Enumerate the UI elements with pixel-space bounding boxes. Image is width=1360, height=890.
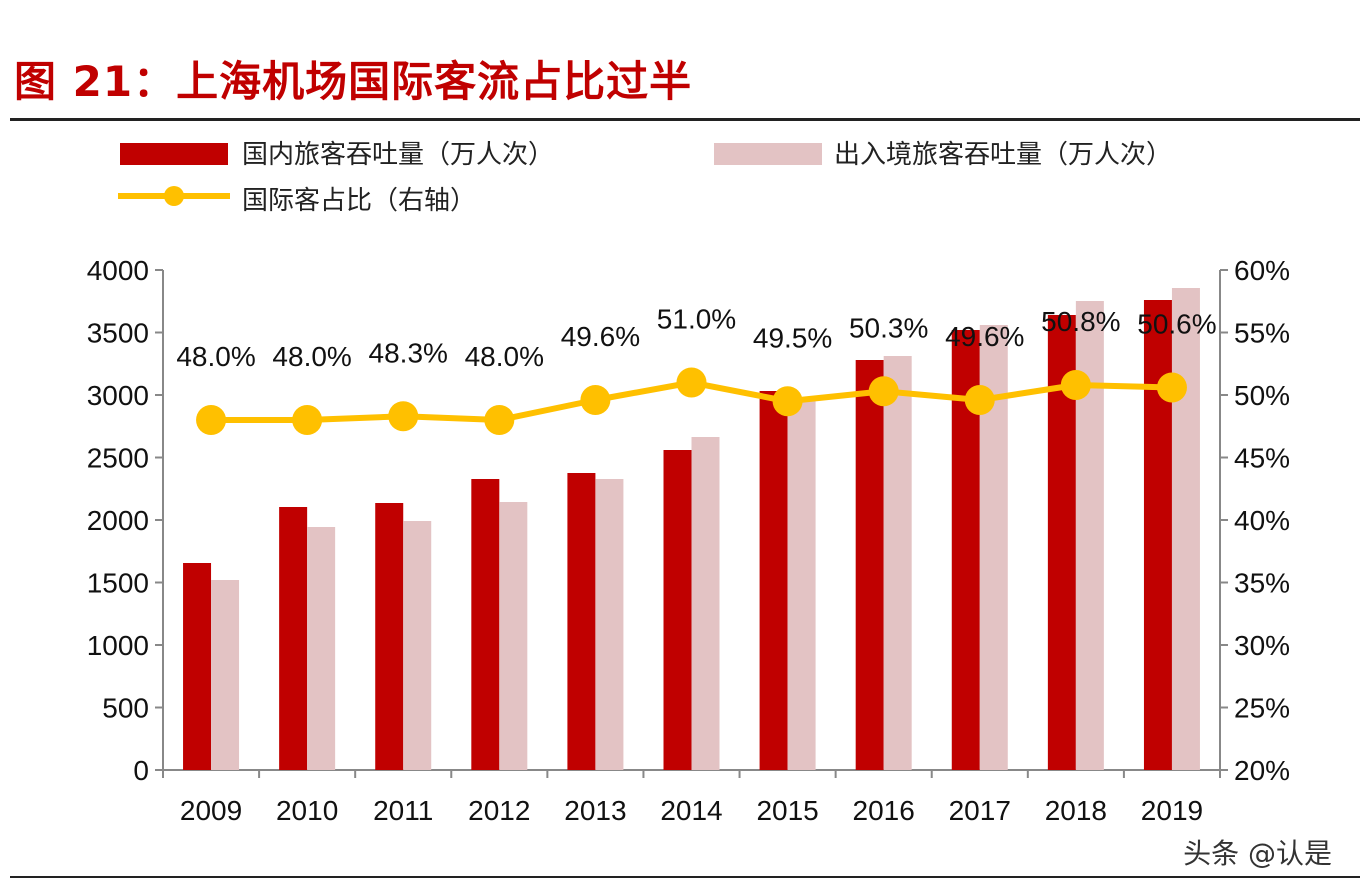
legend-swatch-ratio: [118, 186, 230, 206]
bar-international-2013: [595, 479, 624, 770]
x-tick-label: 2013: [564, 795, 626, 826]
right-tick-label: 20%: [1234, 755, 1290, 786]
ratio-data-label: 49.6%: [561, 321, 640, 352]
ratio-data-label: 51.0%: [657, 304, 736, 335]
left-tick-label: 3500: [87, 318, 149, 349]
left-tick-label: 1000: [87, 630, 149, 661]
ratio-data-label: 48.3%: [369, 337, 448, 368]
x-tick-label: 2014: [660, 795, 722, 826]
ratio-point-2019: [1156, 372, 1187, 403]
ratio-point-2009: [196, 405, 227, 435]
ratio-data-label: 49.5%: [753, 322, 832, 353]
bar-international-2016: [883, 356, 912, 770]
right-tick-label: 60%: [1234, 255, 1290, 286]
x-tick-label: 2011: [373, 795, 433, 826]
bar-domestic-2014: [663, 450, 692, 770]
ratio-point-2015: [772, 386, 803, 417]
legend-label-domestic: 国内旅客吞吐量（万人次）: [242, 140, 555, 170]
x-tick-label: 2018: [1045, 795, 1107, 826]
ratio-point-2010: [292, 405, 323, 435]
legend-label-ratio: 国际客占比（右轴）: [242, 186, 477, 216]
x-tick-label: 2015: [756, 795, 818, 826]
x-tick-label: 2019: [1141, 795, 1203, 826]
ratio-point-2011: [388, 401, 419, 432]
x-tick-label: 2017: [949, 795, 1011, 826]
ratio-point-2018: [1060, 370, 1091, 400]
right-tick-label: 40%: [1234, 505, 1290, 536]
chart-title: 图 21：上海机场国际客流占比过半: [14, 57, 693, 106]
right-tick-label: 50%: [1234, 380, 1290, 411]
bar-domestic-2015: [759, 391, 788, 770]
bar-international-2011: [403, 521, 432, 770]
bar-international-2015: [787, 401, 816, 770]
ratio-point-2013: [580, 385, 611, 415]
ratio-point-2017: [964, 385, 995, 415]
bar-domestic-2009: [183, 563, 212, 770]
left-tick-label: 1500: [87, 568, 149, 599]
right-tick-label: 35%: [1234, 568, 1290, 599]
left-tick-label: 2000: [87, 505, 149, 536]
right-tick-label: 30%: [1234, 630, 1290, 661]
bar-domestic-2016: [855, 360, 884, 770]
bar-domestic-2013: [567, 473, 596, 770]
left-tick-label: 3000: [87, 380, 149, 411]
left-tick-label: 0: [133, 755, 149, 786]
x-tick-label: 2016: [853, 795, 915, 826]
ratio-data-label: 50.3%: [849, 312, 928, 343]
x-tick-label: 2012: [468, 795, 530, 826]
left-tick-label: 4000: [87, 255, 149, 286]
ratio-data-label: 48.0%: [176, 341, 255, 372]
legend-swatch-domestic: [120, 143, 228, 165]
ratio-data-label: 50.8%: [1041, 306, 1120, 337]
left-tick-label: 2500: [87, 443, 149, 474]
left-tick-label: 500: [102, 693, 149, 724]
right-tick-label: 55%: [1234, 318, 1290, 349]
bottom-divider: [10, 876, 1360, 878]
right-tick-label: 25%: [1234, 693, 1290, 724]
bar-domestic-2010: [279, 507, 308, 770]
bar-international-2012: [499, 502, 528, 770]
legend-label-international: 出入境旅客吞吐量（万人次）: [834, 140, 1173, 170]
right-tick-label: 45%: [1234, 443, 1290, 474]
x-tick-label: 2010: [276, 795, 338, 826]
ratio-point-2012: [484, 405, 515, 435]
bar-international-2019: [1171, 288, 1200, 770]
title-divider: [10, 118, 1360, 121]
bar-domestic-2011: [375, 503, 404, 770]
ratio-data-label: 50.6%: [1137, 309, 1216, 340]
ratio-point-2014: [676, 367, 707, 398]
watermark: 头条 @认是: [1183, 837, 1332, 870]
ratio-data-label: 48.0%: [272, 341, 351, 372]
bar-domestic-2012: [471, 479, 500, 770]
bar-domestic-2019: [1143, 300, 1172, 770]
bar-international-2010: [307, 527, 336, 770]
legend-swatch-international: [714, 143, 822, 165]
x-tick-label: 2009: [180, 795, 242, 826]
ratio-data-label: 49.6%: [945, 321, 1024, 352]
bar-international-2014: [691, 437, 720, 770]
bar-international-2009: [211, 580, 240, 770]
ratio-data-label: 48.0%: [465, 341, 544, 372]
ratio-point-2016: [868, 376, 899, 407]
